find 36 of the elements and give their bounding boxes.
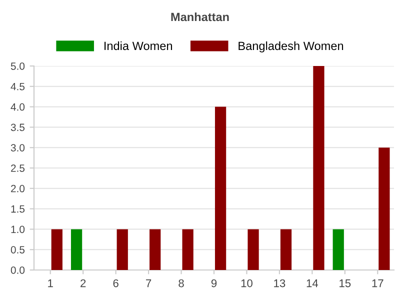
legend-label: India Women <box>104 41 172 50</box>
bar <box>332 229 344 270</box>
bar <box>116 229 128 270</box>
y-tick-label: 5.0 <box>10 62 25 70</box>
x-tick-label: 1 <box>48 279 53 288</box>
y-tick-label: 4.5 <box>10 83 25 90</box>
x-tick-label: 9 <box>211 279 217 288</box>
y-tick-label: 1.0 <box>11 226 25 234</box>
y-tick-label: 1.5 <box>11 205 25 213</box>
bar <box>313 66 324 270</box>
legend-label: Bangladesh Women <box>238 41 344 52</box>
x-tick-label: 10 <box>241 279 252 288</box>
x-tick-label: 7 <box>146 279 152 288</box>
bar <box>150 229 161 270</box>
bar <box>378 148 390 270</box>
chart-title: Manhattan <box>171 12 229 22</box>
y-tick-label: 4.0 <box>10 103 25 111</box>
y-tick-label: 0.5 <box>10 246 25 254</box>
y-tick-label: 0.0 <box>10 266 25 274</box>
bar <box>280 229 292 270</box>
y-tick-label: 2.0 <box>11 184 25 192</box>
x-tick-label: 13 <box>274 279 286 288</box>
x-tick-label: 6 <box>113 279 118 288</box>
bar <box>182 229 194 270</box>
x-tick-label: 17 <box>372 279 384 288</box>
bar <box>70 229 82 270</box>
bar <box>214 106 226 270</box>
bar <box>248 229 259 270</box>
bar <box>51 229 62 270</box>
x-tick-label: 8 <box>178 279 184 288</box>
y-tick-label: 3.5 <box>10 124 25 132</box>
x-tick-label: 15 <box>340 279 351 288</box>
y-tick-label: 3.0 <box>10 144 25 152</box>
x-tick-label: 2 <box>80 279 86 288</box>
x-tick-label: 14 <box>306 279 318 288</box>
y-tick-label: 2.5 <box>11 164 25 172</box>
